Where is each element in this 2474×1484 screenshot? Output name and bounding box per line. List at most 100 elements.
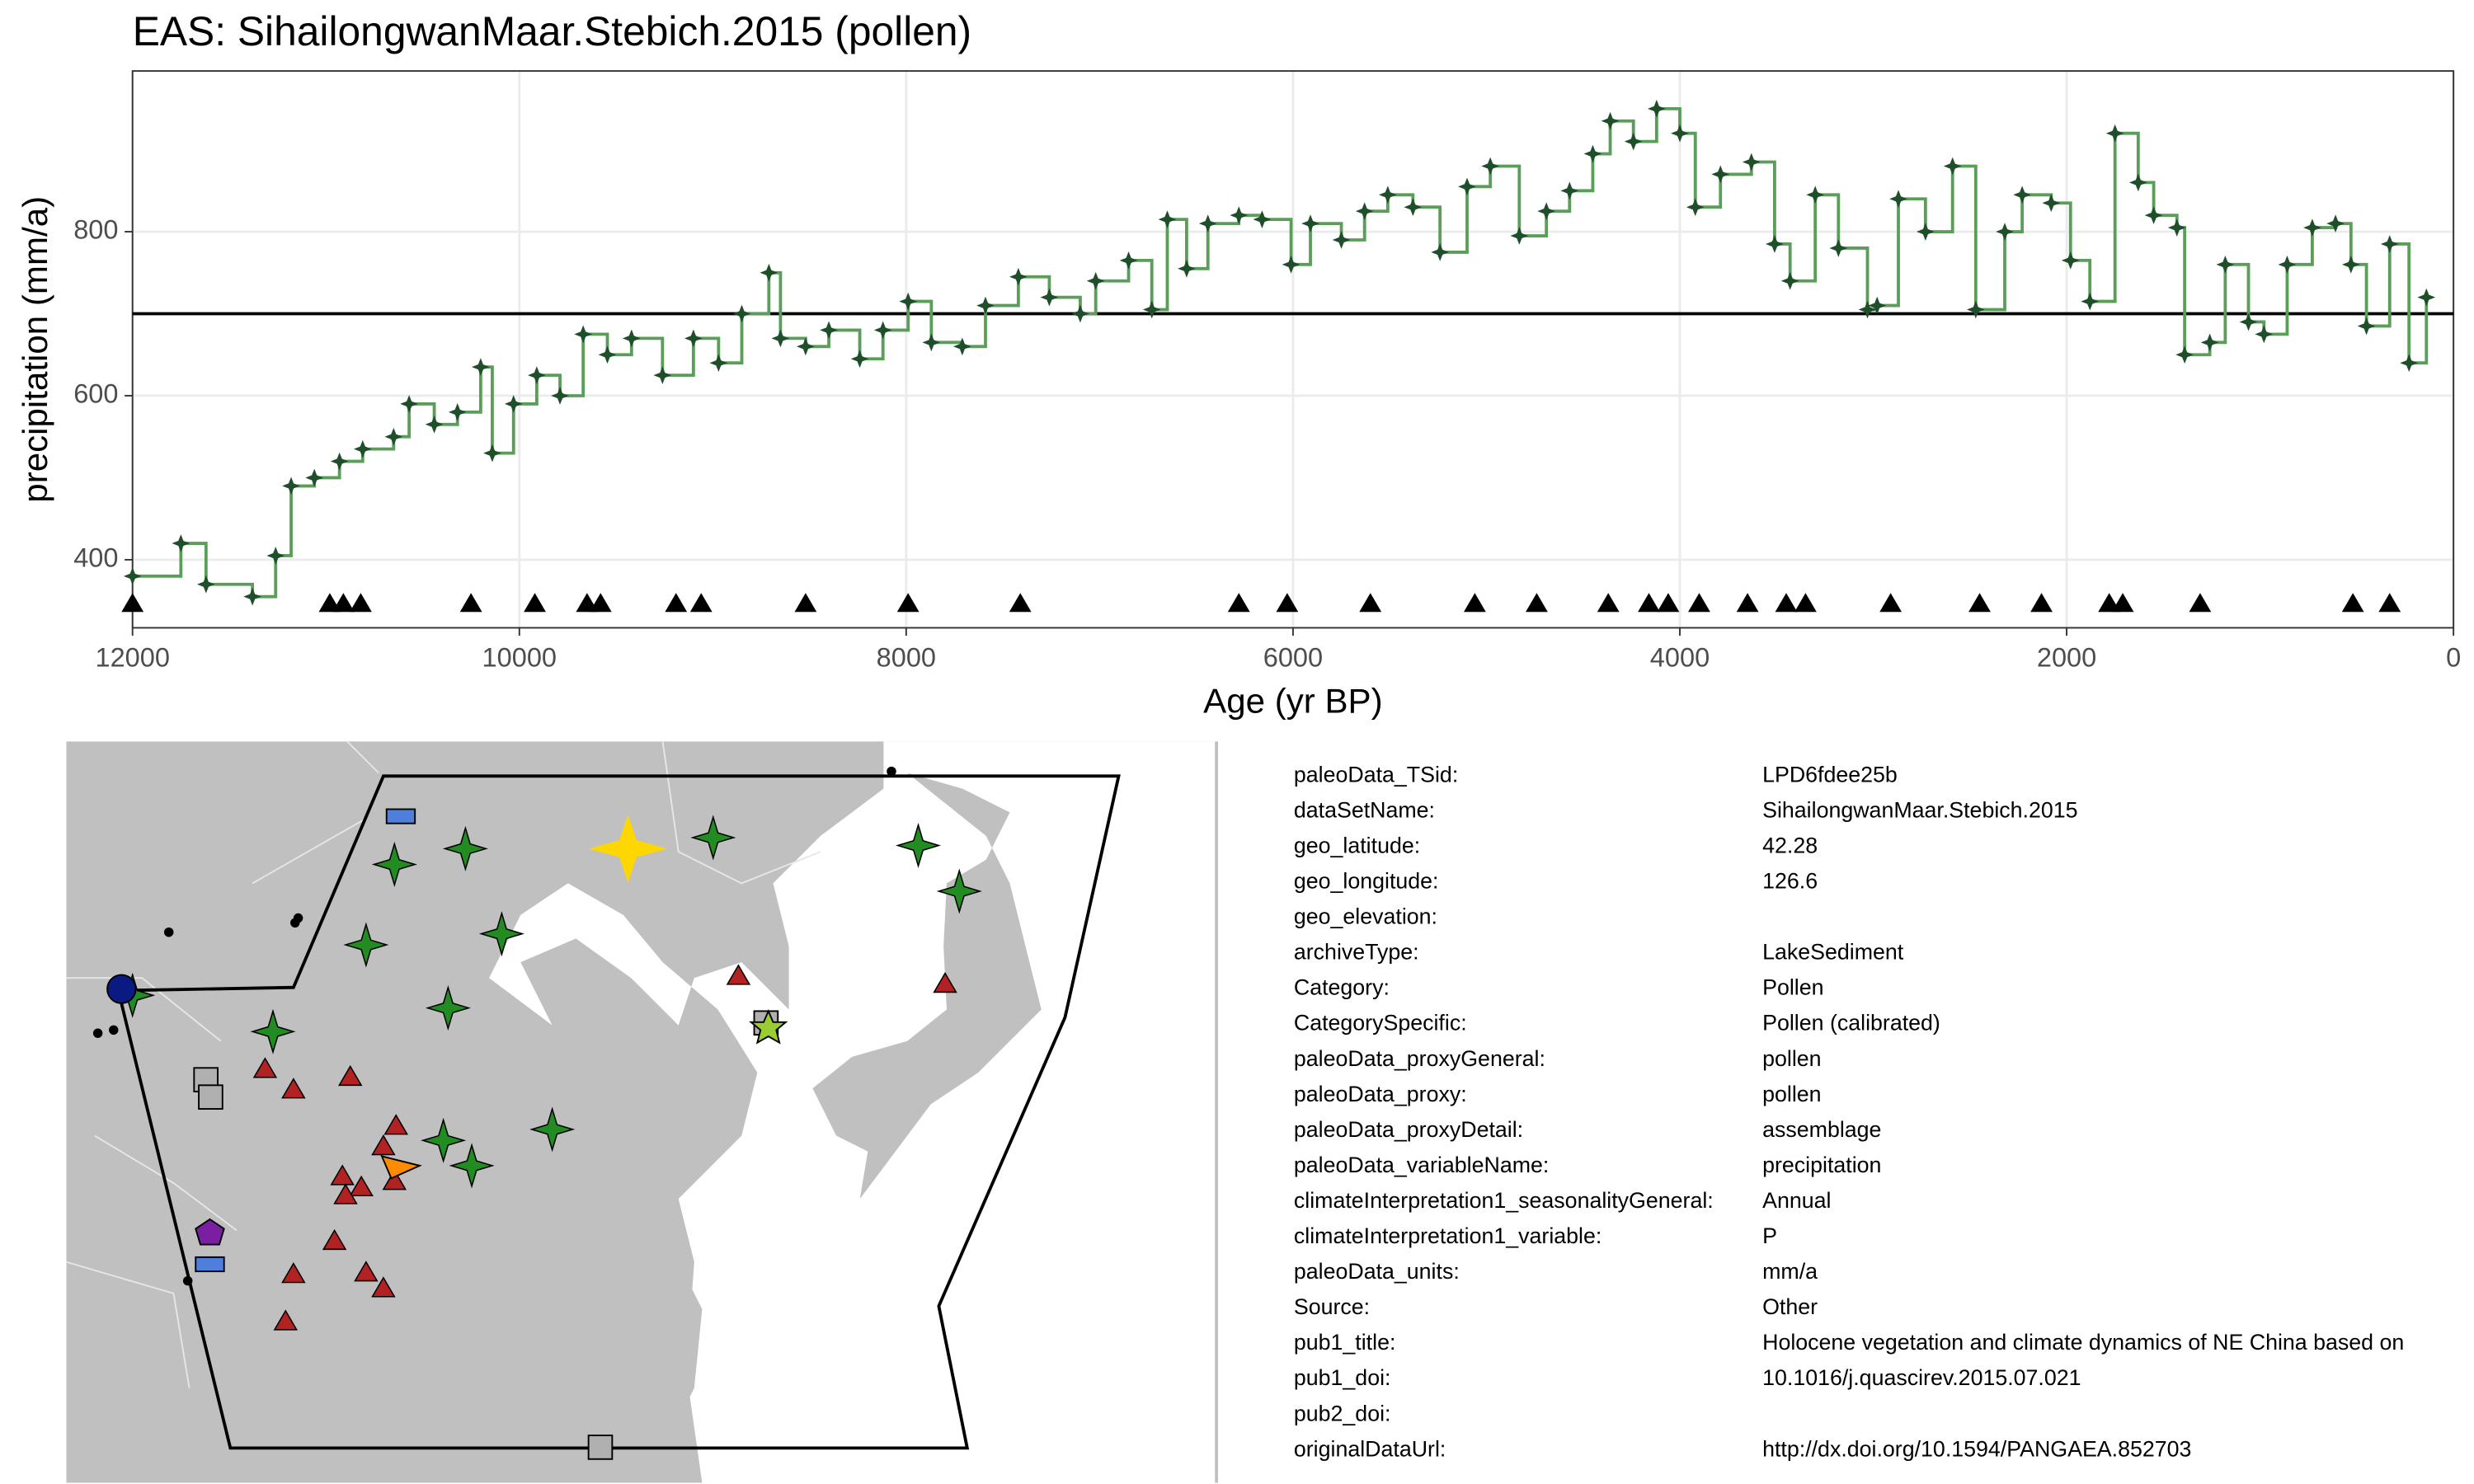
region-outline: [116, 774, 1121, 1450]
data-point: [1230, 206, 1249, 225]
metadata-value: 42.28: [1762, 834, 1818, 858]
data-point: [2278, 255, 2297, 274]
data-point: [2326, 214, 2345, 232]
data-point: [1868, 296, 1887, 315]
data-point: [922, 333, 941, 352]
data-point: [622, 329, 641, 348]
data-point: [243, 587, 262, 606]
site-marker: [588, 815, 668, 883]
step-connector: [829, 328, 862, 359]
x-axis-label: Age (yr BP): [1203, 681, 1382, 720]
chart-title: EAS: SihailongwanMaar.Stebich.2015 (poll…: [133, 8, 971, 54]
data-point: [1086, 271, 1105, 290]
data-point: [574, 325, 593, 344]
x-tick-label: 0: [2446, 642, 2461, 672]
data-point: [282, 477, 300, 495]
data-point: [1780, 271, 1799, 290]
metadata-value: LakeSediment: [1762, 940, 1904, 965]
metadata-key: paleoData_variableName:: [1294, 1153, 1549, 1177]
data-point: [952, 337, 971, 356]
data-point: [1332, 231, 1351, 249]
data-point: [330, 452, 349, 471]
data-point: [1253, 210, 1272, 229]
map-rects: [195, 808, 416, 1273]
data-point: [196, 575, 215, 594]
data-point: [2128, 173, 2147, 192]
data-point: [1766, 235, 1784, 253]
data-point: [123, 566, 142, 585]
data-point: [1647, 99, 1666, 118]
age-marker: [2341, 593, 2364, 613]
data-point: [732, 304, 751, 323]
data-point: [797, 337, 815, 356]
data-point: [305, 468, 324, 487]
map-triangles: [252, 964, 957, 1331]
age-marker: [350, 593, 372, 613]
metadata-key: Category:: [1294, 975, 1390, 1000]
map-pentagon: [195, 1218, 225, 1246]
data-point: [551, 387, 569, 405]
data-point: [653, 366, 672, 385]
age-marker: [1736, 593, 1759, 613]
age-marker: [332, 593, 355, 613]
data-point: [2216, 255, 2235, 274]
age-marker: [1657, 593, 1680, 613]
metadata-value: Pollen: [1762, 975, 1823, 1000]
metadata-value: LPD6fdee25b: [1762, 762, 1898, 787]
metadata-value: Annual: [1762, 1188, 1831, 1213]
metadata-value: 10.1016/j.quascirev.2015.07.021: [1762, 1365, 2081, 1390]
data-point: [2167, 218, 2186, 237]
age-marker: [1968, 593, 1991, 613]
data-point: [425, 415, 444, 434]
data-point: [2081, 292, 2100, 311]
metadata-value: mm/a: [1762, 1259, 1818, 1284]
metadata-value: P: [1762, 1223, 1777, 1248]
data-point: [1378, 186, 1397, 204]
data-point: [1355, 202, 1374, 221]
data-point: [384, 427, 403, 446]
metadata-value: Other: [1762, 1294, 1818, 1319]
step-connector: [1262, 218, 1293, 265]
age-marker: [1526, 593, 1548, 613]
data-point: [1178, 259, 1196, 278]
data-point: [873, 321, 892, 340]
data-point: [1858, 300, 1877, 319]
step-connector: [1490, 164, 1522, 237]
data-point: [1142, 300, 1161, 319]
x-tick-label: 4000: [1650, 642, 1710, 672]
data-point: [471, 358, 490, 377]
data-point: [899, 292, 918, 311]
metadata-value: Pollen (calibrated): [1762, 1011, 1940, 1036]
data-point: [1916, 223, 1935, 241]
data-point: [2380, 235, 2399, 253]
data-point: [1583, 144, 1602, 163]
data-point: [1560, 181, 1579, 200]
data-point: [1282, 255, 1300, 274]
age-marker: [689, 593, 713, 613]
age-marker: [794, 593, 817, 613]
data-point: [1458, 177, 1476, 196]
age-marker: [1359, 593, 1382, 613]
step-connector: [1838, 247, 1870, 310]
metadata-key: paleoData_proxyGeneral:: [1294, 1046, 1545, 1071]
age-marker: [589, 593, 612, 613]
data-point: [528, 366, 546, 385]
data-point: [2200, 333, 2219, 352]
metadata-value: pollen: [1762, 1082, 1821, 1106]
borders: [66, 741, 821, 1388]
metadata-key: climateInterpretation1_seasonalityGenera…: [1294, 1188, 1714, 1213]
map-star5: [749, 1008, 788, 1045]
data-point: [1040, 288, 1059, 307]
map-circle: [106, 974, 137, 1004]
age-marker: [1879, 593, 1903, 613]
data-point: [598, 345, 617, 364]
data-point: [709, 354, 728, 373]
taiwan: [670, 1261, 703, 1420]
data-point: [1601, 111, 1620, 130]
japan: [812, 773, 1042, 1200]
data-point: [2357, 317, 2376, 336]
data-point: [172, 534, 190, 552]
data-point: [504, 395, 523, 413]
metadata-key: pub1_title:: [1294, 1330, 1396, 1355]
